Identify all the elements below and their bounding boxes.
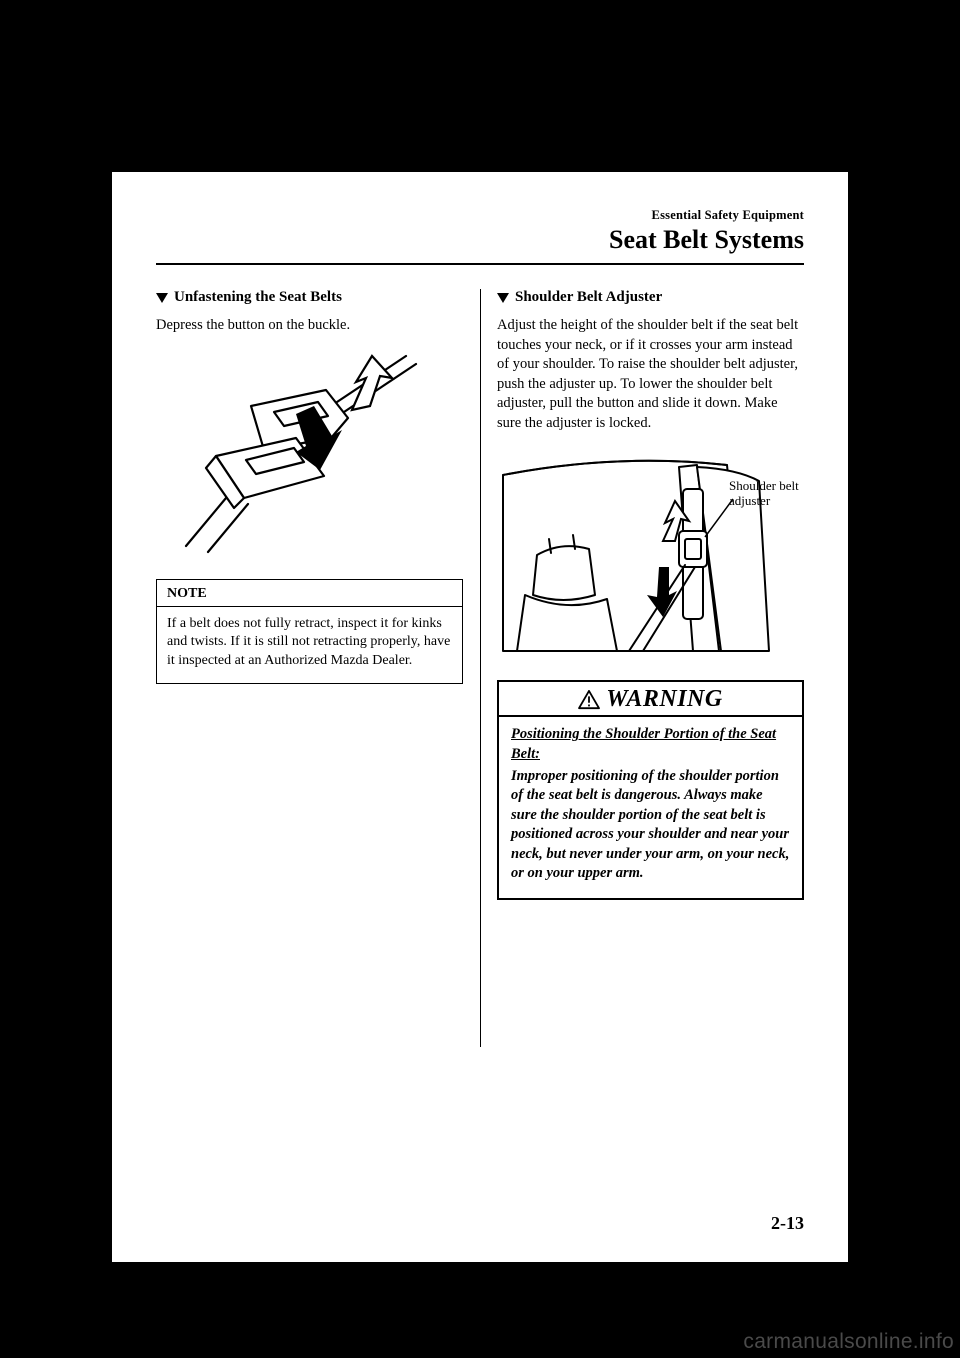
column-divider	[480, 289, 481, 1047]
adjuster-figure: Shoulder belt adjuster	[497, 445, 804, 660]
adjuster-illustration-icon	[497, 445, 797, 655]
section-title: Seat Belt Systems	[156, 225, 804, 255]
right-column: Shoulder Belt Adjuster Adjust the height…	[497, 289, 804, 900]
page-number: 2-13	[771, 1213, 804, 1234]
note-heading: NOTE	[157, 580, 462, 607]
buckle-illustration-icon	[156, 348, 436, 558]
two-column-layout: Unfastening the Seat Belts Depress the b…	[156, 289, 804, 900]
right-subheading: Shoulder Belt Adjuster	[497, 289, 804, 306]
warning-triangle-icon	[578, 690, 600, 710]
triangle-bullet-icon	[156, 293, 168, 303]
note-box: NOTE If a belt does not fully retract, i…	[156, 579, 463, 685]
left-body-text: Depress the button on the buckle.	[156, 316, 463, 336]
watermark: carmanualsonline.info	[743, 1330, 954, 1354]
callout-label: Shoulder belt adjuster	[729, 479, 799, 509]
note-body: If a belt does not fully retract, inspec…	[157, 607, 462, 684]
warning-heading: WARNING	[606, 686, 722, 713]
warning-box: WARNING Positioning the Shoulder Portion…	[497, 680, 804, 900]
right-body-text: Adjust the height of the shoulder belt i…	[497, 316, 804, 433]
left-subheading: Unfastening the Seat Belts	[156, 289, 463, 306]
page-header: Essential Safety Equipment Seat Belt Sys…	[156, 208, 804, 255]
manual-page: Essential Safety Equipment Seat Belt Sys…	[112, 172, 848, 1262]
warning-subtitle: Positioning the Shoulder Portion of the …	[511, 725, 790, 764]
left-column: Unfastening the Seat Belts Depress the b…	[156, 289, 463, 900]
chapter-label: Essential Safety Equipment	[156, 208, 804, 223]
right-subheading-text: Shoulder Belt Adjuster	[515, 289, 662, 306]
warning-text: Improper positioning of the shoulder por…	[511, 768, 789, 882]
triangle-bullet-icon	[497, 293, 509, 303]
warning-heading-row: WARNING	[499, 682, 802, 717]
buckle-figure	[156, 348, 463, 563]
callout-text: Shoulder belt adjuster	[729, 478, 799, 508]
header-rule	[156, 263, 804, 265]
left-subheading-text: Unfastening the Seat Belts	[174, 289, 342, 306]
warning-body: Positioning the Shoulder Portion of the …	[499, 717, 802, 898]
